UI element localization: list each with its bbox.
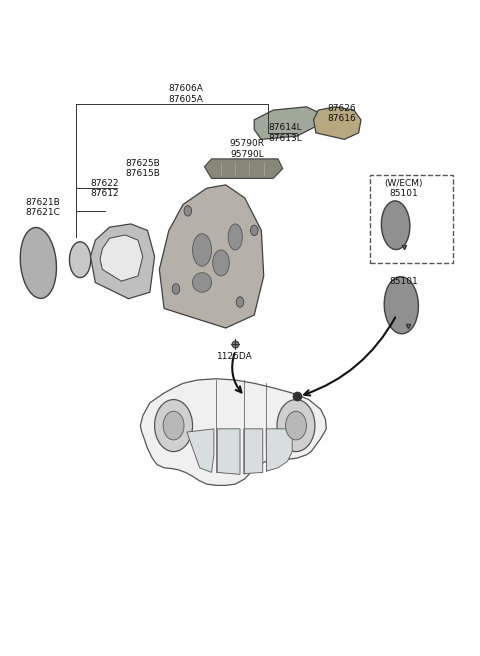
Text: (W/ECM)
85101: (W/ECM) 85101	[384, 178, 423, 198]
Text: 87625B
87615B: 87625B 87615B	[125, 159, 160, 178]
Polygon shape	[100, 235, 143, 281]
Circle shape	[277, 400, 315, 451]
Ellipse shape	[381, 201, 410, 249]
Polygon shape	[244, 429, 263, 474]
Text: 87622
87612: 87622 87612	[90, 178, 119, 198]
Text: 1125DA: 1125DA	[217, 352, 253, 361]
Circle shape	[286, 411, 306, 440]
Circle shape	[251, 225, 258, 236]
Circle shape	[163, 411, 184, 440]
Ellipse shape	[192, 273, 212, 292]
Bar	[371, 175, 454, 263]
Text: 87606A
87605A: 87606A 87605A	[168, 84, 203, 104]
Ellipse shape	[228, 224, 242, 250]
Circle shape	[155, 400, 192, 451]
Text: 95790R
95790L: 95790R 95790L	[229, 140, 264, 159]
Ellipse shape	[213, 250, 229, 276]
Circle shape	[184, 206, 192, 216]
Text: 87621B
87621C: 87621B 87621C	[25, 198, 60, 217]
Polygon shape	[159, 185, 264, 328]
Polygon shape	[266, 429, 292, 471]
Text: 87614L
87613L: 87614L 87613L	[268, 123, 302, 142]
Polygon shape	[91, 224, 155, 298]
Polygon shape	[140, 379, 326, 485]
Circle shape	[172, 284, 180, 294]
Polygon shape	[187, 429, 214, 472]
Text: 85101: 85101	[389, 277, 418, 286]
Ellipse shape	[384, 277, 419, 334]
Ellipse shape	[70, 242, 91, 277]
Polygon shape	[313, 107, 361, 139]
Ellipse shape	[20, 228, 57, 298]
Polygon shape	[217, 429, 240, 474]
Text: 87626
87616: 87626 87616	[328, 104, 356, 123]
Polygon shape	[204, 159, 283, 178]
Ellipse shape	[192, 234, 212, 266]
Polygon shape	[254, 107, 321, 139]
Circle shape	[236, 297, 244, 307]
